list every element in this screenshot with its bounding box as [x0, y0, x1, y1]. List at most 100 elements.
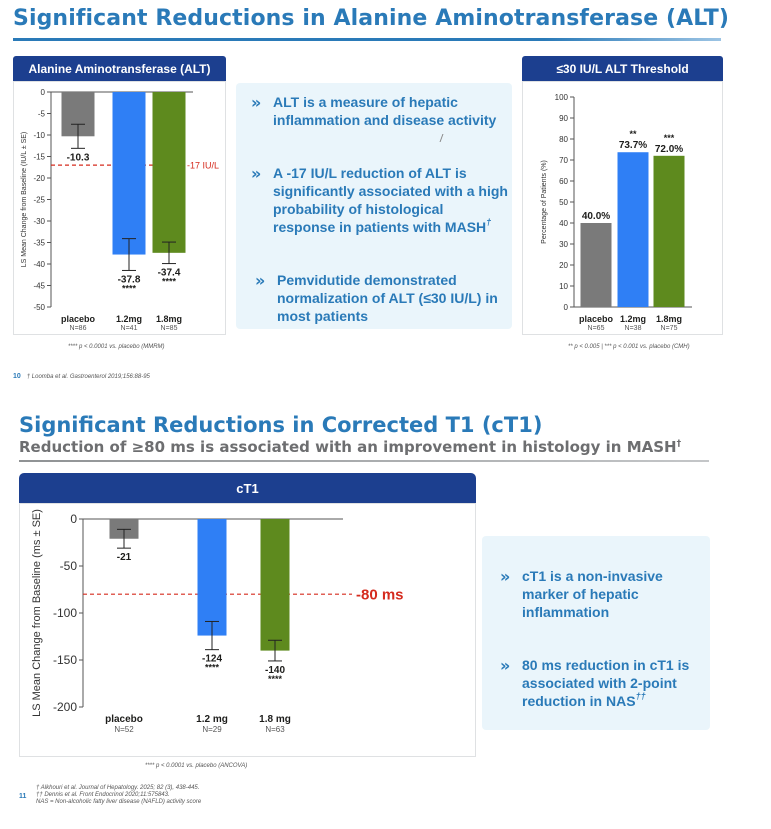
y-tick-label: -10	[33, 131, 45, 140]
data-label: -37.8	[118, 274, 141, 285]
significance-marker: ****	[268, 674, 283, 684]
data-label: -140	[265, 665, 285, 676]
bar-1-8-mg	[260, 519, 290, 651]
y-axis-title: LS Mean Change from Baseline (IU/L ± SE)	[21, 132, 28, 267]
y-tick-label: 30	[559, 240, 568, 249]
threshold-chart-header: ≤30 IU/L ALT Threshold	[522, 56, 723, 81]
x-category-label: 1.8mg	[656, 314, 682, 324]
reference: † Loomba et al. Gastroenterol 2019;156:8…	[26, 374, 150, 380]
bar-1-2mg	[112, 92, 146, 255]
page-number: 11	[19, 793, 27, 800]
ct1-chart-header: cT1	[19, 473, 476, 503]
ct1-chart-panel	[19, 503, 476, 757]
y-tick-label: 80	[559, 135, 568, 144]
threshold-bar-chart: 0 10 20 30 40 50 60 70 80 90 100 Percentage of Pati…	[541, 93, 692, 332]
y-tick-label: -100	[53, 606, 77, 620]
y-tick-label: -20	[33, 174, 45, 183]
double-chevron-right-icon: »	[500, 567, 511, 586]
x-category-label: 1.2mg	[116, 314, 142, 324]
bar-1-8mg	[653, 155, 685, 307]
y-tick-label: -50	[33, 303, 45, 312]
reference-line-label: -17 IU/L	[187, 160, 219, 170]
reference: NAS = Non-alcoholic fatty liver disease …	[36, 799, 202, 805]
reference: †† Dennis et al. Front Endocrinol 2020;1…	[36, 792, 170, 798]
ct1-chart-footnote: **** p < 0.0001 vs. placebo (ANCOVA)	[145, 763, 248, 769]
data-label: -10.3	[67, 152, 90, 163]
alt-callout-bullet: » Pemvidutide demonstrated normalization…	[255, 271, 509, 325]
y-tick-label: -200	[53, 700, 77, 714]
y-tick-label: 70	[559, 156, 568, 165]
double-chevron-right-icon: »	[251, 93, 262, 112]
sample-size-label: N=38	[625, 325, 642, 332]
significance-marker: ***	[664, 133, 675, 143]
bullet-superscript: †	[486, 217, 492, 227]
y-axis-title: Percentage of Patients (%)	[541, 160, 548, 244]
significance-marker: ****	[122, 283, 137, 293]
y-tick-label: -50	[60, 559, 78, 573]
sample-size-label: N=41	[121, 325, 138, 332]
alt-callout-box	[236, 83, 512, 329]
y-tick-label: -35	[33, 238, 45, 247]
data-label: 72.0%	[655, 144, 683, 155]
y-tick-label: -45	[33, 281, 45, 290]
data-label: 73.7%	[619, 140, 647, 151]
reference: † Alkhouri et al. Journal of Hepatology.…	[36, 785, 200, 791]
title-underline	[13, 38, 721, 41]
y-tick-label: -25	[33, 195, 45, 204]
slide1-footer: 10 † Loomba et al. Gastroenterol 2019;156…	[13, 373, 150, 380]
bullet-text: cT1 is a non-invasive marker of hepatic …	[522, 568, 663, 620]
y-tick-label: -30	[33, 217, 45, 226]
slide-title-ct1: Significant Reductions in Corrected T1 (…	[19, 413, 543, 437]
double-chevron-right-icon: »	[500, 656, 511, 675]
y-tick-label: 0	[41, 88, 46, 97]
data-label: -124	[202, 654, 222, 665]
ct1-callout-box	[482, 536, 710, 730]
x-category-label: placebo	[105, 714, 143, 725]
sample-size-label: N=75	[661, 325, 678, 332]
sample-size-label: N=65	[588, 325, 605, 332]
significance-marker: **	[629, 129, 637, 139]
alt-bar-chart: 0 -5 -10 -15 -20 -25 -30 -35 -40 -45 -50 LS Mean Ch…	[21, 88, 219, 332]
bar-1-2mg	[617, 152, 649, 307]
bullet-text: A -17 IU/L reduction of ALT is significa…	[273, 165, 508, 235]
page-number: 10	[13, 373, 21, 380]
bar-placebo	[580, 223, 612, 307]
alt-chart-footnote: **** p < 0.0001 vs. placebo (MMRM)	[68, 344, 165, 350]
y-tick-label: 100	[555, 93, 569, 102]
y-tick-label: 10	[559, 282, 568, 291]
threshold-chart-footnote: ** p < 0.005 | *** p < 0.001 vs. placebo…	[568, 344, 690, 350]
y-tick-label: 90	[559, 114, 568, 123]
sample-size-label: N=52	[114, 725, 134, 734]
x-category-label: 1.2mg	[620, 314, 646, 324]
y-tick-label: -5	[38, 109, 46, 118]
double-chevron-right-icon: »	[251, 164, 262, 183]
sample-size-label: N=63	[265, 725, 285, 734]
y-tick-label: 50	[559, 198, 568, 207]
x-category-label: 1.8 mg	[259, 714, 291, 725]
x-category-label: placebo	[61, 314, 96, 324]
ct1-callout-bullet: » 80 ms reduction in cT1 is associated w…	[500, 656, 710, 710]
double-chevron-right-icon: »	[255, 271, 266, 290]
y-tick-label: 20	[559, 261, 568, 270]
sample-size-label: N=86	[70, 325, 87, 332]
y-tick-label: 0	[70, 512, 77, 526]
bullet-text: ALT is a measure of hepatic inflammation…	[273, 94, 497, 128]
slide-subtitle: Reduction of ≥80 ms is associated with a…	[19, 438, 682, 456]
bullet-text: 80 ms reduction in cT1 is associated wit…	[522, 657, 690, 709]
y-tick-label: 0	[564, 303, 569, 312]
bar-1-8mg	[152, 92, 186, 253]
subtitle-underline	[19, 460, 709, 462]
ct1-bar-chart: 0 -50 -100 -150 -200 LS Mean Change from Base…	[31, 509, 404, 734]
sample-size-label: N=29	[202, 725, 222, 734]
bullet-text: Pemvidutide demonstrated normalization o…	[277, 272, 498, 324]
x-category-label: 1.2 mg	[196, 714, 228, 725]
slide-title-alt: Significant Reductions in Alanine Aminot…	[13, 6, 730, 31]
ct1-callout-bullet: » cT1 is a non-invasive marker of hepati…	[500, 567, 710, 621]
y-tick-label: -40	[33, 260, 45, 269]
y-tick-label: -150	[53, 653, 77, 667]
y-tick-label: 40	[559, 219, 568, 228]
x-category-label: 1.8mg	[156, 314, 182, 324]
reference-line-label: -80 ms	[356, 586, 404, 603]
x-category-label: placebo	[579, 314, 614, 324]
bar-1-2-mg	[197, 519, 227, 636]
